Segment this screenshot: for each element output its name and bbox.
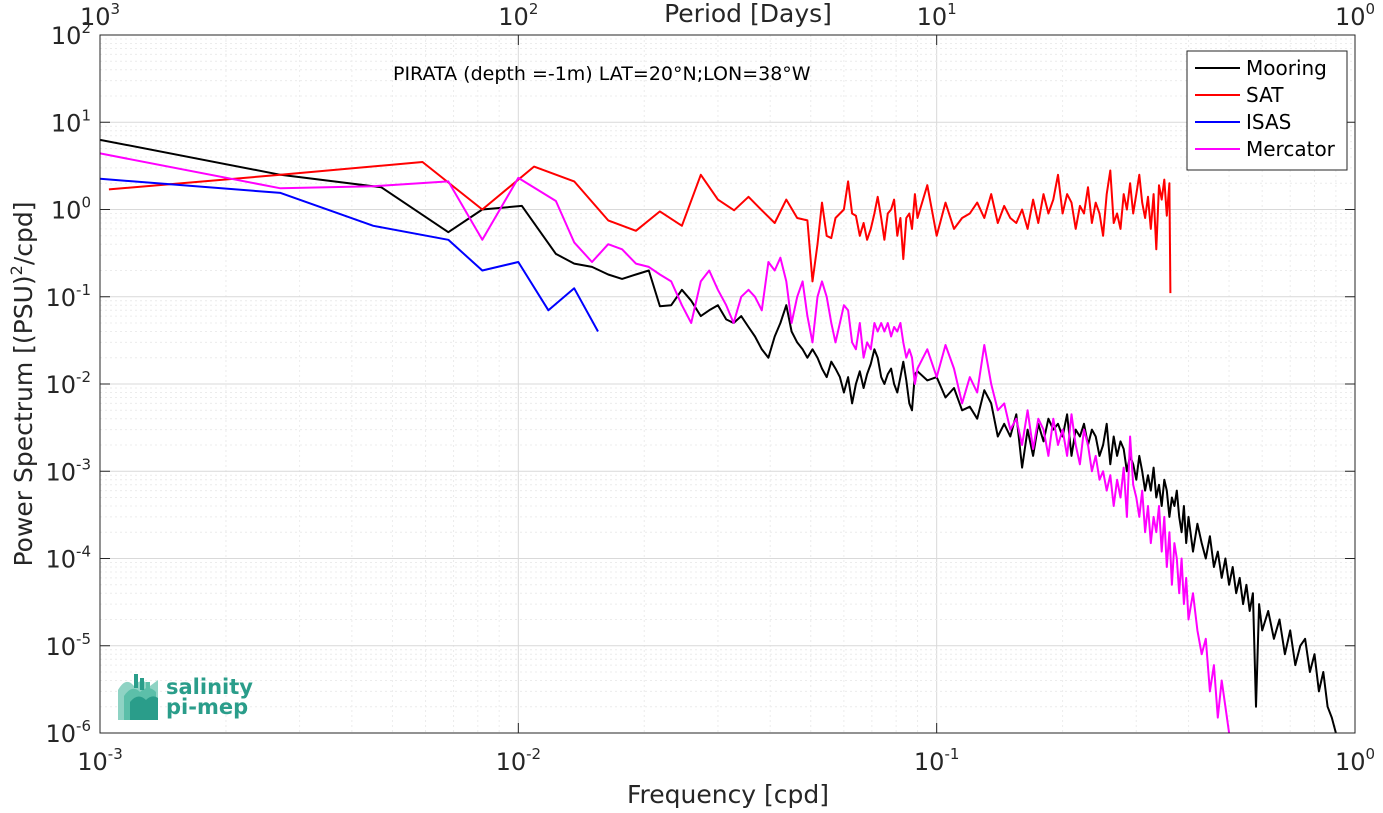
x2-tick-labels: 103 102 101 100 [80, 0, 1375, 31]
x-tick-labels: 10-3 10-2 10-1 100 [77, 745, 1375, 776]
y-tick-label: 101 [51, 106, 91, 137]
series-line-isas [100, 177, 599, 332]
y-tick-label: 10-3 [45, 455, 91, 486]
series-line-mercator [100, 152, 1231, 733]
chart-annotation: PIRATA (depth =-1m) LAT=20°N;LON=38°W [393, 63, 811, 85]
series-lines [100, 138, 1337, 733]
y-tick-label: 10-5 [45, 630, 91, 661]
x-axis-title: Frequency [cpd] [627, 780, 829, 809]
y-tick-labels: 102 101 100 10-1 10-2 10-3 10-4 10-5 10-6 [45, 19, 91, 748]
x2-tick-label: 101 [917, 0, 957, 31]
series-line-sat [108, 161, 1172, 294]
y-tick-label: 102 [51, 19, 91, 50]
tick-marks [99, 34, 1356, 734]
y-tick-label: 10-6 [45, 717, 91, 748]
y-tick-label: 100 [51, 194, 91, 225]
x2-tick-label: 100 [1335, 0, 1375, 31]
logo-line-1: salinity [166, 675, 253, 699]
legend-label-mercator: Mercator [1246, 137, 1336, 161]
salinity-pi-mep-logo: salinity pi-mep [118, 674, 253, 720]
legend-label-mooring: Mooring [1246, 56, 1327, 80]
grid [99, 35, 1355, 734]
legend: Mooring SAT ISAS Mercator [1186, 50, 1348, 171]
x-tick-label: 10-1 [914, 745, 960, 776]
y-tick-label: 10-1 [45, 281, 91, 312]
x-tick-label: 100 [1335, 745, 1375, 776]
logo-line-2: pi-mep [166, 695, 248, 719]
x-tick-label: 10-2 [496, 745, 542, 776]
legend-label-isas: ISAS [1246, 110, 1291, 134]
wave-logo-icon [118, 674, 158, 720]
y-tick-label: 10-4 [45, 543, 91, 574]
y-tick-label: 10-2 [45, 368, 91, 399]
x2-tick-label: 102 [498, 0, 538, 31]
x-tick-label: 10-3 [77, 745, 123, 776]
x2-axis-title: Period [Days] [664, 0, 832, 28]
y-axis-title: Power Spectrum [(PSU)2/cpd] [7, 202, 38, 567]
legend-label-sat: SAT [1246, 83, 1284, 107]
legend-box [1186, 50, 1348, 171]
x2-tick-label: 103 [80, 0, 120, 31]
